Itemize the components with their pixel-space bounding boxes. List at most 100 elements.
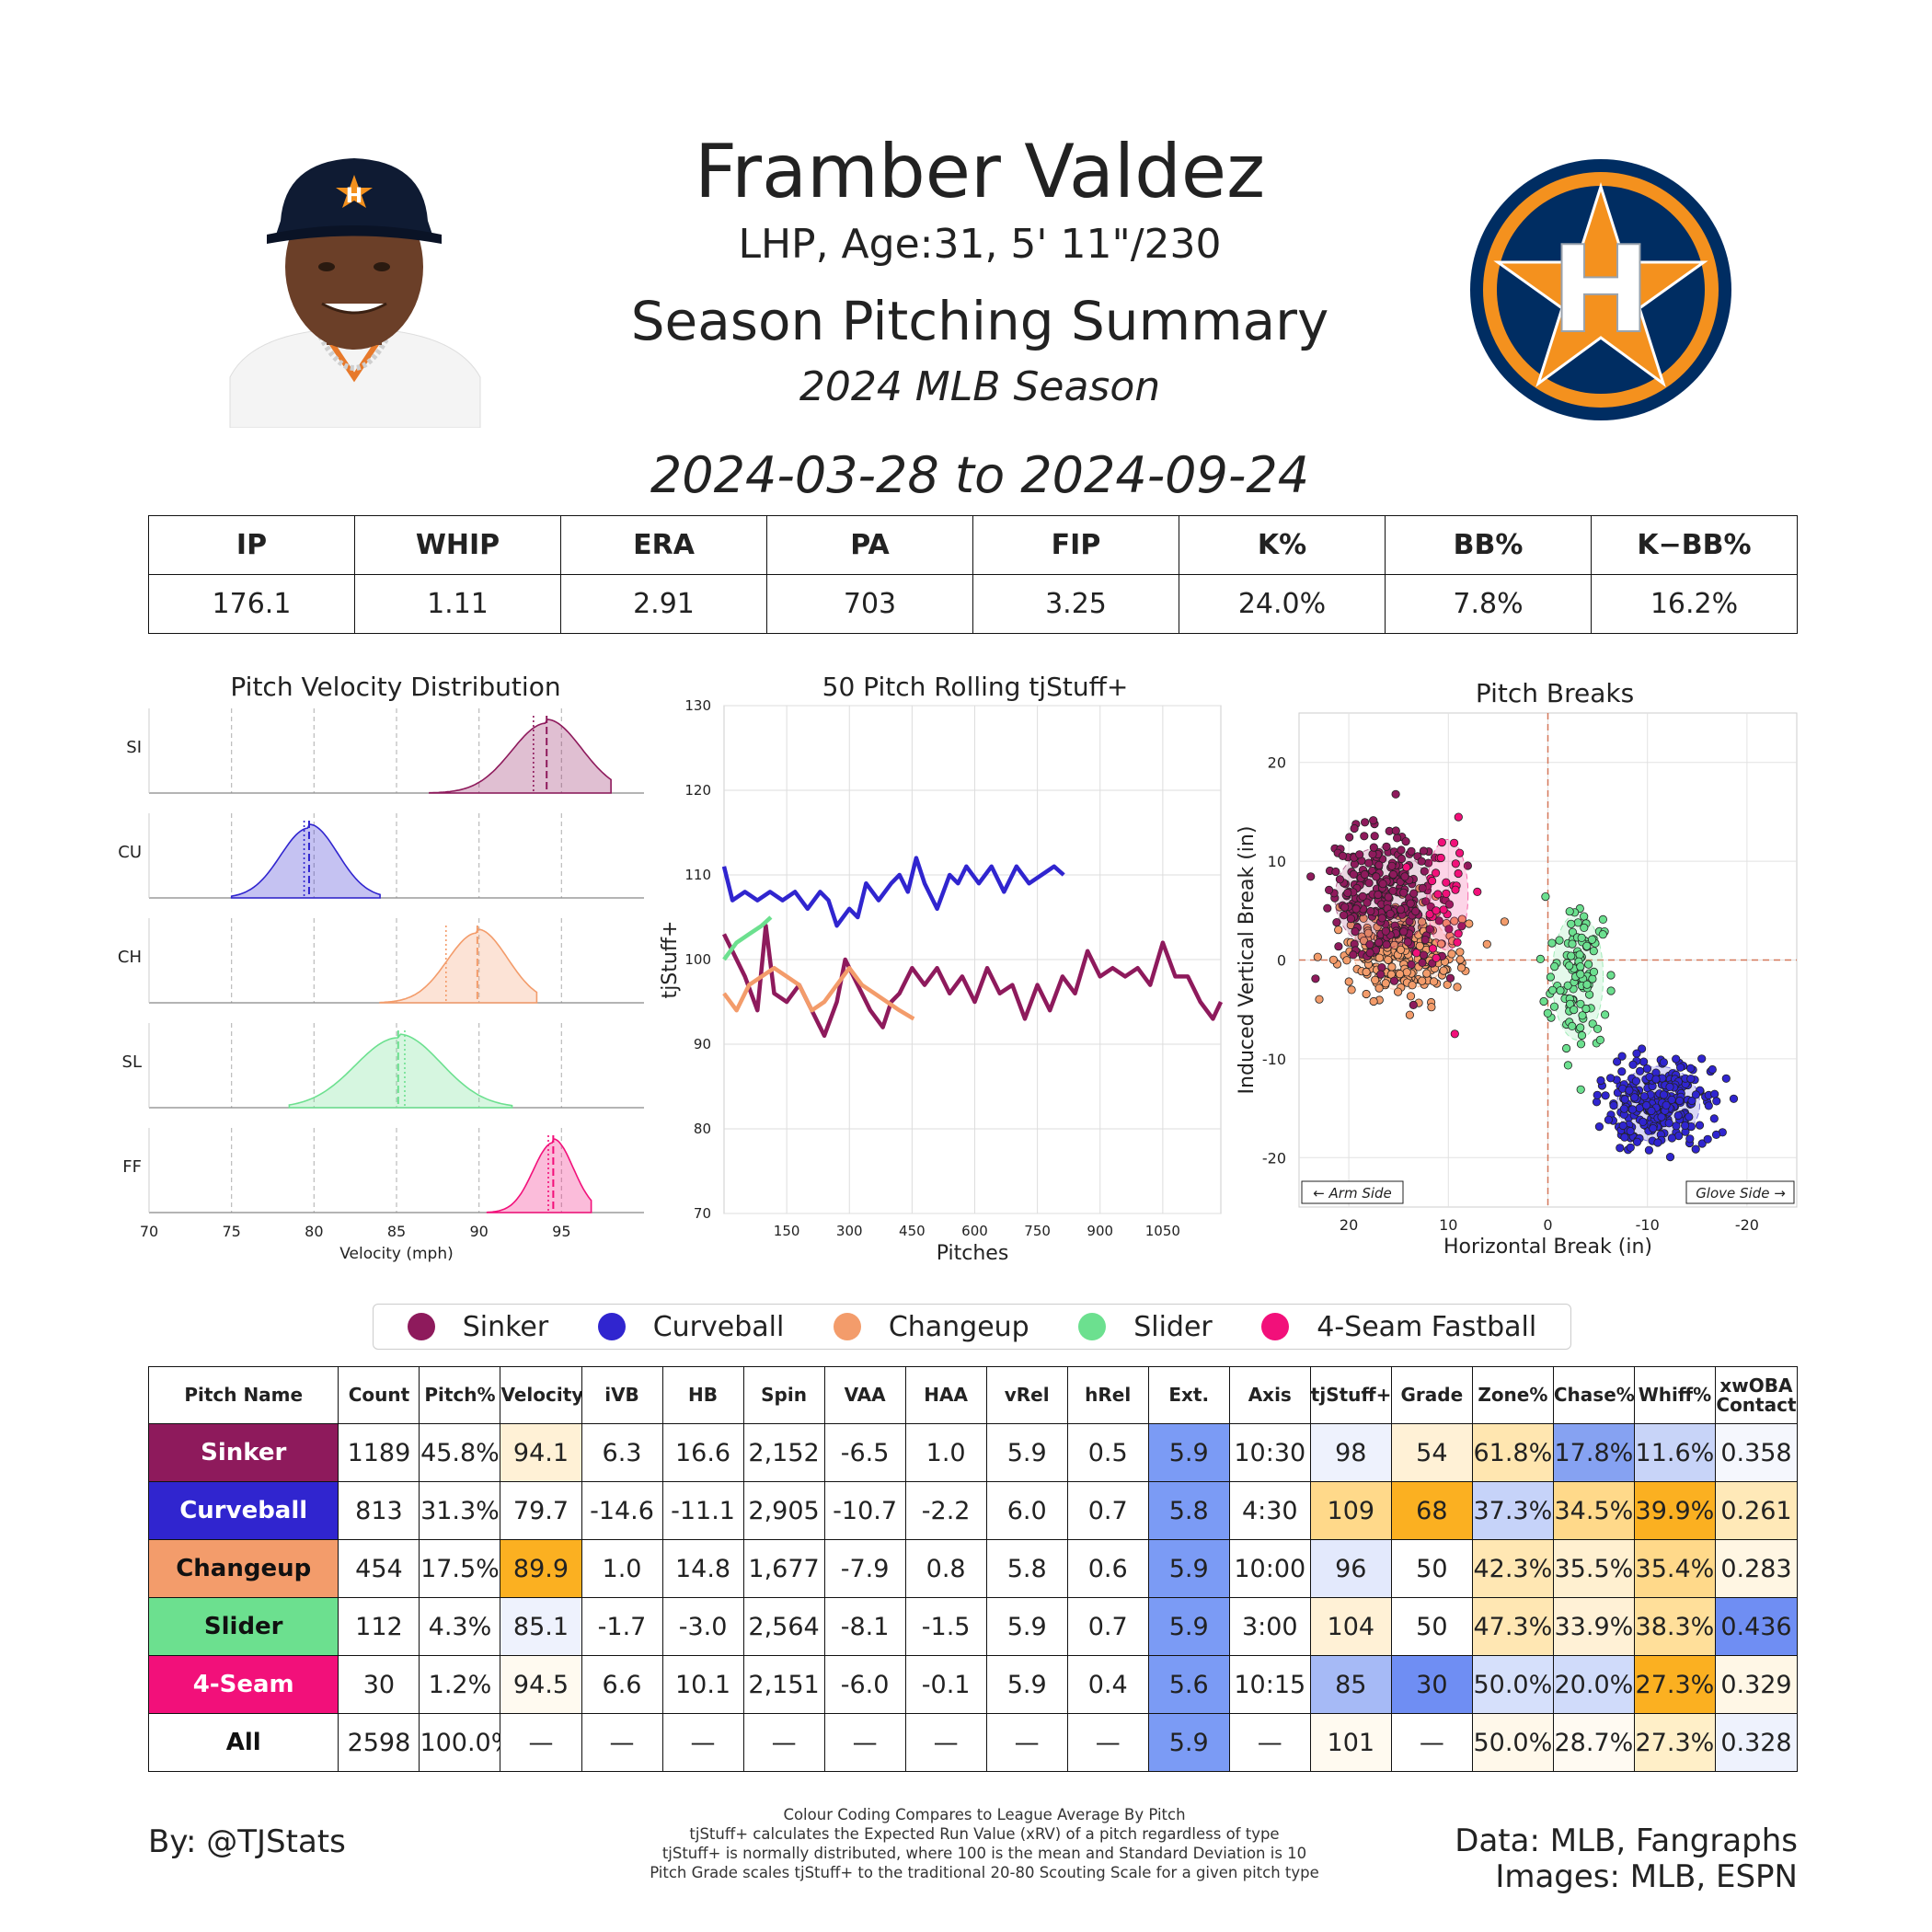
breaks-point [1369,996,1378,1006]
breaks-point [1601,1091,1610,1100]
breaks-point [1365,940,1374,949]
breaks-point [1604,1115,1613,1124]
breaks-point [1419,846,1428,856]
breaks-point [1659,1090,1668,1099]
breaks-point [1567,919,1576,928]
breaks-point [1639,1092,1649,1101]
breaks-point [1377,962,1386,972]
pitch-header-haa: HAA [904,1366,987,1424]
legend-item-changeup: Changeup [833,1311,1029,1343]
rolling-line-changeup [722,965,915,1021]
rolling-x-axis-label: Pitches [937,1242,1009,1265]
pitch-cell-axis: 3:00 [1228,1597,1311,1656]
legend-marker [407,1313,435,1340]
breaks-point [1343,888,1352,898]
pitch-cell-tjstuff: 109 [1309,1481,1392,1540]
breaks-point [1570,1005,1579,1015]
pitch-header-row: Pitch Name Count Pitch% Velocity iVB HB Spin VA… [147,1366,1799,1424]
breaks-y-tick: -10 [1262,1051,1286,1068]
pitch-cell-axis: 4:30 [1228,1481,1311,1540]
breaks-point [1418,917,1427,926]
summary-header-bb: BB% [1385,515,1592,575]
breaks-point [1405,1010,1414,1019]
breaks-point [1580,923,1589,932]
breaks-point [1422,969,1432,978]
breaks-point [1691,1144,1700,1154]
pitch-cell-tjstuff: 96 [1309,1539,1392,1598]
rolling-x-tick: 150 [774,1223,800,1239]
pitch-cell-chase: 17.8% [1552,1423,1635,1482]
breaks-point [1439,966,1448,975]
pitch-cell-vaa: -6.0 [823,1655,906,1714]
breaks-point [1547,938,1557,948]
breaks-point [1442,878,1451,887]
pitch-row-all: All2598100.0%————————5.9—101—50.0%28.7%2… [147,1713,1799,1772]
breaks-point [1653,1138,1662,1147]
pitch-cell-ext: 5.6 [1147,1655,1230,1714]
pitch-cell-haa: — [904,1713,987,1772]
breaks-x-tick: 0 [1543,1216,1552,1234]
breaks-point [1313,952,1322,961]
breaks-point [1712,1097,1721,1106]
breaks-point [1582,941,1592,950]
pitch-cell-pitch: 45.8% [419,1423,501,1482]
rolling-y-axis-label: tjStuff+ [659,921,682,999]
velocity-row-ch: CH [118,918,644,1004]
breaks-point [1382,842,1391,851]
pitch-name-cell: 4-Seam [147,1655,339,1714]
breaks-point [1667,1133,1676,1143]
breaks-point [1397,854,1406,864]
breaks-point [1361,818,1370,827]
pitch-name-cell: Curveball [147,1481,339,1540]
breaks-point [1457,922,1466,931]
breaks-point [1546,972,1555,982]
breaks-point [1454,868,1463,879]
pitch-cell-zone: 37.3% [1471,1481,1554,1540]
summary-value-era: 2.91 [560,574,767,634]
breaks-point [1576,1023,1585,1032]
pitch-cell-vrel: 6.0 [985,1481,1068,1540]
rolling-y-tick: 70 [694,1205,711,1222]
breaks-point [1399,888,1409,897]
breaks-point [1360,869,1369,880]
pitch-cell-grade: 50 [1390,1539,1473,1598]
velocity-row-cu: CU [118,813,644,899]
breaks-point [1451,859,1460,868]
velocity-density-si [428,719,612,794]
breaks-point [1555,936,1564,945]
arm-side-box [1301,1180,1404,1204]
breaks-point [1362,967,1371,977]
source-credits: Data: MLB, Fangraphs Images: MLB, ESPN [1288,1823,1798,1895]
breaks-point [1455,848,1465,857]
pitch-header-whiff: Whiff% [1633,1366,1716,1424]
breaks-point [1563,1061,1572,1070]
breaks-point [1637,1044,1647,1053]
rolling-line-slider [722,915,773,961]
breaks-y-tick: 10 [1268,853,1286,870]
pitch-cell-xwoba-contact: 0.261 [1714,1481,1799,1540]
breaks-point [1363,928,1373,937]
breaks-point [1659,1058,1668,1067]
breaks-point [1346,914,1355,924]
breaks-point [1500,917,1509,926]
pitch-cell-hb: -3.0 [661,1597,744,1656]
breaks-point [1444,925,1454,934]
breaks-point [1651,1075,1661,1084]
breaks-point [1456,963,1466,972]
breaks-point [1665,1082,1674,1091]
pitch-cell-axis: 10:15 [1228,1655,1311,1714]
pitch-name-cell: Slider [147,1597,339,1656]
breaks-point [1453,983,1462,992]
breaks-point [1436,853,1445,863]
breaks-point [1394,987,1403,996]
breaks-point [1374,953,1384,962]
breaks-point [1340,903,1350,912]
pitch-cell-ext: 5.8 [1147,1481,1230,1540]
breaks-series-sinker [1306,789,1472,1009]
breaks-point [1594,1121,1604,1132]
pitch-cell-vrel: 5.9 [985,1655,1068,1714]
pitch-cell-grade: 50 [1390,1597,1473,1656]
pitch-cell-zone: 47.3% [1471,1597,1554,1656]
pitch-cell-xwoba-contact: 0.328 [1714,1713,1799,1772]
pitch-cell-vrel: — [985,1713,1068,1772]
